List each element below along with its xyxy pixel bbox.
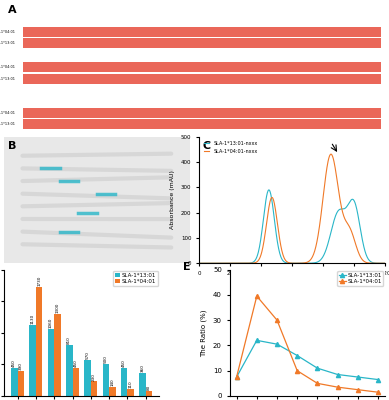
SLA-1*04:01-nxxx — [298, 261, 302, 266]
SLA-1*13:01 — [335, 372, 340, 377]
Bar — [18, 371, 24, 396]
FancyBboxPatch shape — [4, 137, 190, 263]
Text: SLA-1*04:01: SLA-1*04:01 — [0, 65, 15, 69]
FancyBboxPatch shape — [23, 119, 381, 129]
Text: SLA-1*04:01: SLA-1*04:01 — [0, 111, 15, 115]
Text: SLA-1*13:01: SLA-1*13:01 — [0, 122, 15, 126]
Text: SLA-1*13:01: SLA-1*13:01 — [0, 41, 15, 45]
SLA-1*04:01-nxxx — [378, 261, 383, 266]
Text: 1060: 1060 — [49, 318, 53, 328]
Text: 110: 110 — [129, 380, 133, 388]
SLA-1*04:01-nxxx — [286, 260, 291, 265]
Text: 570: 570 — [86, 351, 89, 359]
Bar — [109, 387, 116, 396]
Bar — [121, 368, 128, 396]
Text: 450: 450 — [74, 359, 78, 366]
Bar — [146, 391, 152, 396]
Bar — [47, 329, 54, 396]
SLA-1*04:01 — [335, 385, 340, 390]
SLA-1*13:01-nxxx — [286, 261, 290, 266]
SLA-1*13:01 — [254, 338, 259, 343]
SLA-1*13:01 — [356, 375, 360, 380]
SLA-1*04:01-nxxx — [307, 258, 312, 263]
Text: A: A — [8, 5, 16, 15]
SLA-1*13:01-nxxx — [266, 188, 271, 192]
Bar — [84, 360, 91, 396]
SLA-1*04:01-nxxx — [285, 260, 290, 264]
Text: SLA-1*04:01: SLA-1*04:01 — [0, 30, 15, 34]
SLA-1*13:01 — [275, 342, 279, 346]
SLA-1*13:01-nxxx — [383, 261, 387, 266]
SLA-1*13:01 — [295, 353, 300, 358]
Text: 1130: 1130 — [31, 313, 35, 324]
Legend: SLA-1*13:01-nxxx, SLA-1*04:01-nxxx: SLA-1*13:01-nxxx, SLA-1*04:01-nxxx — [202, 139, 259, 156]
Bar — [139, 373, 146, 396]
Text: C: C — [203, 140, 211, 150]
Bar — [29, 324, 36, 396]
Text: SLA-1*13:01: SLA-1*13:01 — [0, 77, 15, 81]
Text: B: B — [8, 140, 16, 150]
SLA-1*04:01-nxxx — [383, 261, 387, 266]
Text: E: E — [183, 262, 191, 272]
SLA-1*13:01-nxxx — [378, 261, 383, 266]
Text: 450: 450 — [122, 359, 126, 366]
SLA-1*13:01 — [315, 366, 320, 370]
Legend: SLA-1*13:01, SLA-1*04:01: SLA-1*13:01, SLA-1*04:01 — [113, 271, 158, 286]
Y-axis label: Absorbance (mAU): Absorbance (mAU) — [170, 170, 175, 230]
SLA-1*04:01-nxxx — [350, 230, 354, 235]
Bar — [91, 382, 98, 396]
Text: 1730: 1730 — [37, 275, 41, 286]
SLA-1*04:01 — [234, 375, 239, 380]
Bar — [54, 314, 61, 396]
FancyBboxPatch shape — [23, 108, 381, 118]
Y-axis label: The Ratio (%): The Ratio (%) — [201, 309, 207, 356]
Line: SLA-1*04:01-nxxx: SLA-1*04:01-nxxx — [199, 154, 385, 263]
SLA-1*04:01 — [356, 387, 360, 392]
Text: 230: 230 — [92, 373, 96, 380]
Bar — [66, 345, 72, 396]
Text: 500: 500 — [104, 356, 108, 364]
SLA-1*13:01-nxxx — [287, 261, 291, 266]
Bar — [72, 368, 79, 396]
Text: 1300: 1300 — [56, 302, 60, 313]
Line: SLA-1*13:01: SLA-1*13:01 — [235, 338, 380, 382]
FancyBboxPatch shape — [23, 27, 381, 37]
Bar — [36, 287, 42, 396]
SLA-1*04:01 — [376, 390, 380, 395]
SLA-1*13:01-nxxx — [298, 261, 303, 266]
SLA-1*04:01 — [254, 294, 259, 298]
FancyBboxPatch shape — [23, 62, 381, 72]
SLA-1*04:01 — [275, 318, 279, 322]
X-axis label: Elution Volume (mL): Elution Volume (mL) — [260, 282, 324, 286]
SLA-1*13:01 — [376, 377, 380, 382]
Bar — [11, 368, 18, 396]
SLA-1*13:01 — [234, 375, 239, 380]
Text: 140: 140 — [110, 378, 114, 386]
Bar — [103, 364, 109, 396]
SLA-1*04:01 — [315, 381, 320, 386]
Bar — [128, 389, 134, 396]
SLA-1*13:01-nxxx — [197, 261, 202, 266]
SLA-1*04:01-nxxx — [329, 152, 333, 156]
SLA-1*13:01-nxxx — [308, 261, 312, 266]
Line: SLA-1*13:01-nxxx: SLA-1*13:01-nxxx — [199, 190, 385, 263]
Text: 810: 810 — [67, 336, 71, 344]
Text: 360: 360 — [140, 364, 145, 372]
Line: SLA-1*04:01: SLA-1*04:01 — [235, 294, 380, 394]
SLA-1*04:01 — [295, 368, 300, 373]
Legend: SLA-1*13:01, SLA-1*04:01: SLA-1*13:01, SLA-1*04:01 — [337, 271, 384, 286]
Text: 450: 450 — [12, 359, 16, 366]
SLA-1*13:01-nxxx — [350, 197, 354, 202]
FancyBboxPatch shape — [23, 74, 381, 84]
SLA-1*04:01-nxxx — [197, 261, 202, 266]
Text: 390: 390 — [19, 362, 23, 370]
FancyBboxPatch shape — [23, 38, 381, 48]
Text: 80: 80 — [147, 385, 151, 390]
